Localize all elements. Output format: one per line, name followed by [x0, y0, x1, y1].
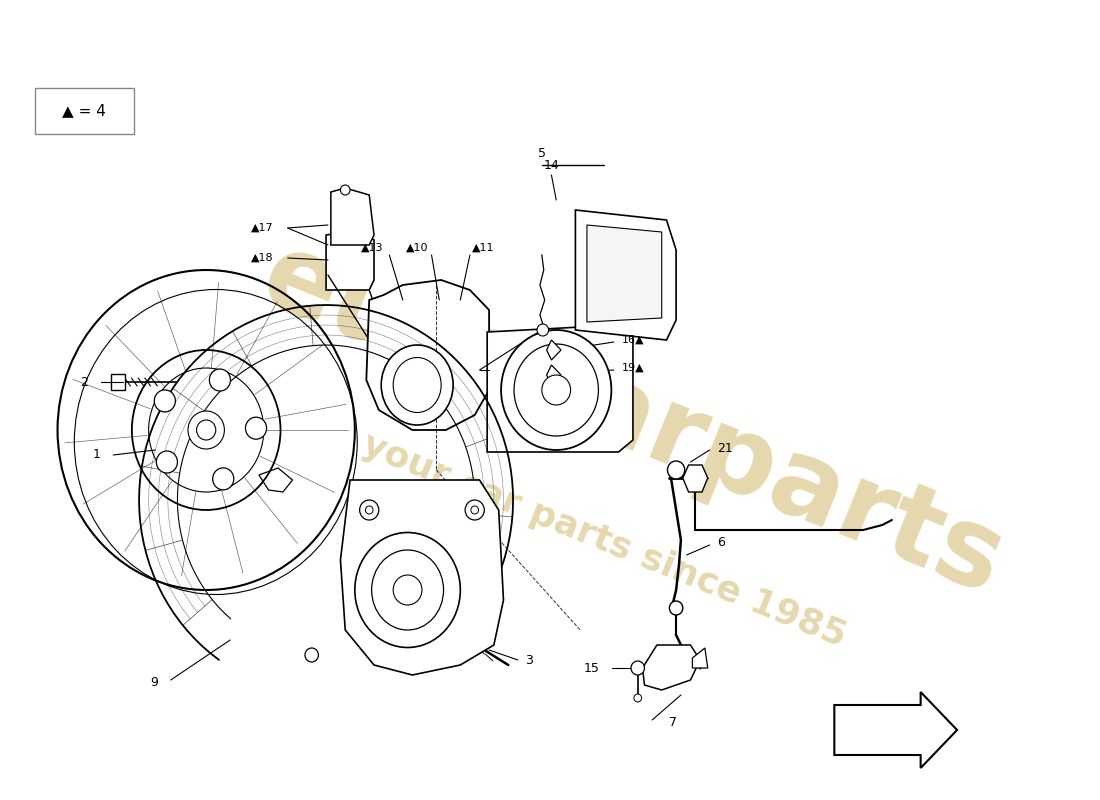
- Polygon shape: [487, 325, 632, 452]
- Text: 21: 21: [717, 442, 733, 454]
- Polygon shape: [111, 374, 124, 390]
- Polygon shape: [642, 645, 700, 690]
- Ellipse shape: [188, 411, 224, 449]
- Text: 1: 1: [92, 449, 101, 462]
- Circle shape: [305, 648, 318, 662]
- Text: 2: 2: [80, 375, 88, 389]
- Ellipse shape: [372, 550, 443, 630]
- Text: 9: 9: [151, 675, 158, 689]
- Ellipse shape: [471, 506, 478, 514]
- Polygon shape: [587, 225, 662, 322]
- Polygon shape: [547, 365, 561, 385]
- Ellipse shape: [245, 417, 266, 439]
- Polygon shape: [547, 340, 561, 360]
- Polygon shape: [449, 628, 463, 648]
- Text: 6: 6: [717, 535, 725, 549]
- Ellipse shape: [514, 344, 598, 436]
- Ellipse shape: [465, 500, 484, 520]
- Circle shape: [634, 694, 641, 702]
- Ellipse shape: [360, 500, 378, 520]
- Circle shape: [537, 324, 549, 336]
- Ellipse shape: [393, 575, 422, 605]
- Ellipse shape: [365, 506, 373, 514]
- Polygon shape: [366, 280, 490, 430]
- Circle shape: [670, 601, 683, 615]
- FancyBboxPatch shape: [34, 88, 134, 134]
- Ellipse shape: [156, 451, 177, 473]
- Polygon shape: [258, 468, 293, 492]
- Text: 7: 7: [669, 715, 678, 729]
- Ellipse shape: [154, 390, 175, 412]
- Circle shape: [631, 661, 645, 675]
- Ellipse shape: [393, 358, 441, 413]
- Text: ▲10: ▲10: [406, 243, 429, 253]
- Polygon shape: [340, 480, 504, 675]
- Text: 14: 14: [543, 159, 559, 172]
- Text: ▲17: ▲17: [251, 223, 273, 233]
- Ellipse shape: [355, 533, 460, 647]
- Ellipse shape: [542, 375, 571, 405]
- Circle shape: [340, 185, 350, 195]
- Polygon shape: [692, 648, 707, 668]
- Ellipse shape: [502, 330, 612, 450]
- Text: 15: 15: [583, 662, 600, 674]
- Polygon shape: [326, 230, 374, 290]
- Circle shape: [668, 461, 684, 479]
- Polygon shape: [575, 210, 676, 340]
- Polygon shape: [683, 465, 707, 492]
- Text: 19▲: 19▲: [621, 363, 645, 373]
- Ellipse shape: [209, 369, 231, 391]
- Text: 3: 3: [526, 654, 534, 666]
- Polygon shape: [834, 692, 957, 768]
- Polygon shape: [331, 188, 374, 245]
- Text: ▲18: ▲18: [251, 253, 273, 263]
- Text: 5: 5: [538, 147, 546, 160]
- Text: 16▲: 16▲: [621, 335, 643, 345]
- Ellipse shape: [601, 242, 617, 258]
- Ellipse shape: [212, 468, 234, 490]
- Text: your car parts since 1985: your car parts since 1985: [358, 427, 851, 653]
- Text: ▲11: ▲11: [472, 243, 494, 253]
- Ellipse shape: [601, 287, 617, 302]
- Text: eurocarparts: eurocarparts: [246, 223, 1019, 617]
- Text: ▲13: ▲13: [361, 243, 384, 253]
- Text: ▲ = 4: ▲ = 4: [63, 103, 107, 118]
- Ellipse shape: [382, 345, 453, 425]
- Ellipse shape: [197, 420, 216, 440]
